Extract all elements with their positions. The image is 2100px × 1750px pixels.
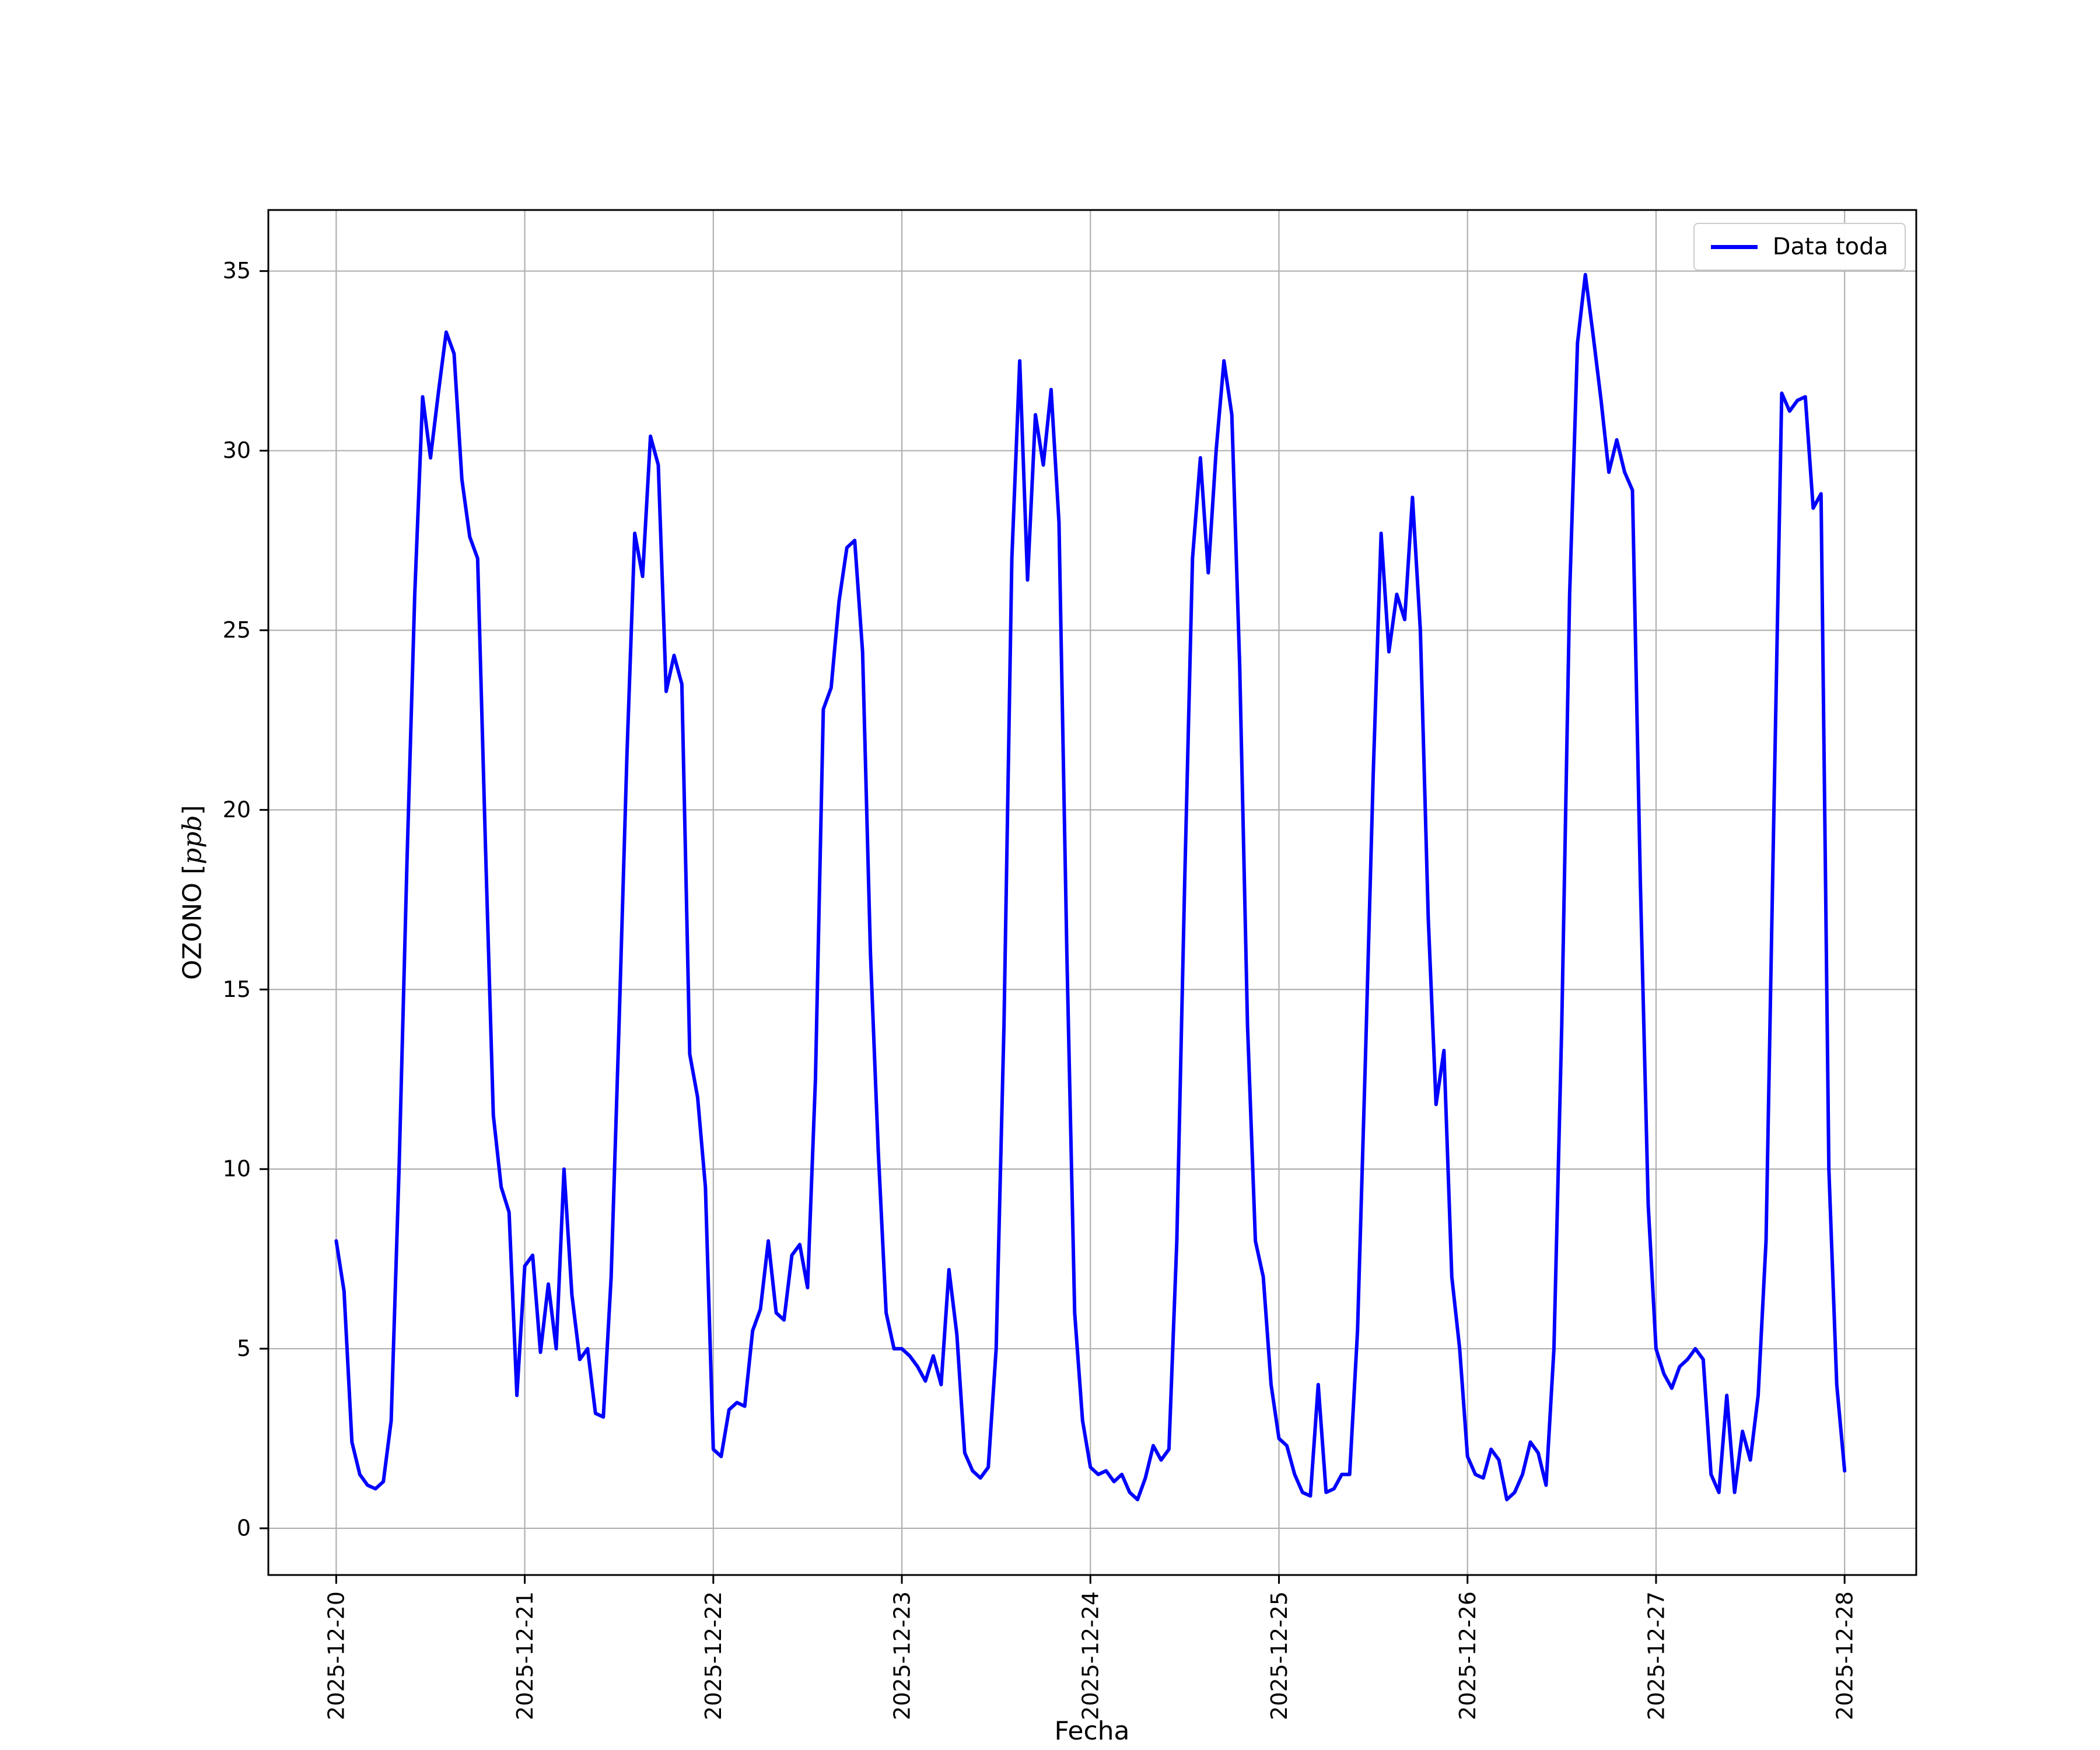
y-tick-labels: 0 5 10 15 20 25 30 35 bbox=[223, 258, 251, 1541]
x-tick-label: 2025-12-20 bbox=[324, 1591, 349, 1720]
x-tick-label: 2025-12-27 bbox=[1643, 1591, 1669, 1720]
y-axis-label-prefix: OZONO [ bbox=[177, 864, 208, 980]
y-tick-label: 0 bbox=[237, 1515, 251, 1541]
y-tick-label: 25 bbox=[223, 617, 251, 643]
y-tick-label: 20 bbox=[223, 797, 251, 822]
legend-line-swatch bbox=[1710, 244, 1758, 249]
y-tick-label: 35 bbox=[223, 258, 251, 284]
x-tick-label: 2025-12-21 bbox=[512, 1591, 538, 1720]
x-axis-ticks bbox=[335, 1575, 1846, 1584]
y-axis-label-unit: ppb bbox=[177, 815, 208, 864]
x-axis-label: Fecha bbox=[1054, 1716, 1130, 1746]
x-tick-labels: 2025-12-20 2025-12-21 2025-12-22 2025-12-23… bbox=[324, 1591, 1858, 1720]
y-tick-label: 15 bbox=[223, 977, 251, 1002]
y-axis-label-suffix: ] bbox=[177, 805, 208, 816]
x-tick-label: 2025-12-22 bbox=[701, 1591, 726, 1720]
y-tick-label: 5 bbox=[237, 1336, 251, 1362]
x-tick-label: 2025-12-26 bbox=[1455, 1591, 1480, 1720]
y-tick-label: 10 bbox=[223, 1156, 251, 1182]
x-tick-label: 2025-12-23 bbox=[889, 1591, 915, 1720]
y-tick-label: 30 bbox=[223, 438, 251, 463]
x-tick-label: 2025-12-28 bbox=[1832, 1591, 1857, 1720]
y-axis-ticks bbox=[260, 270, 268, 1530]
data-toda-series-line bbox=[334, 272, 1847, 1502]
legend: Data toda bbox=[1693, 223, 1906, 271]
x-tick-label: 2025-12-24 bbox=[1078, 1591, 1104, 1720]
axes-border bbox=[267, 209, 1917, 1576]
grid-lines bbox=[268, 210, 1916, 1575]
y-axis-label: OZONO [ppb] bbox=[178, 805, 208, 980]
legend-entry-label: Data toda bbox=[1772, 233, 1888, 260]
x-tick-label: 2025-12-25 bbox=[1266, 1591, 1292, 1720]
